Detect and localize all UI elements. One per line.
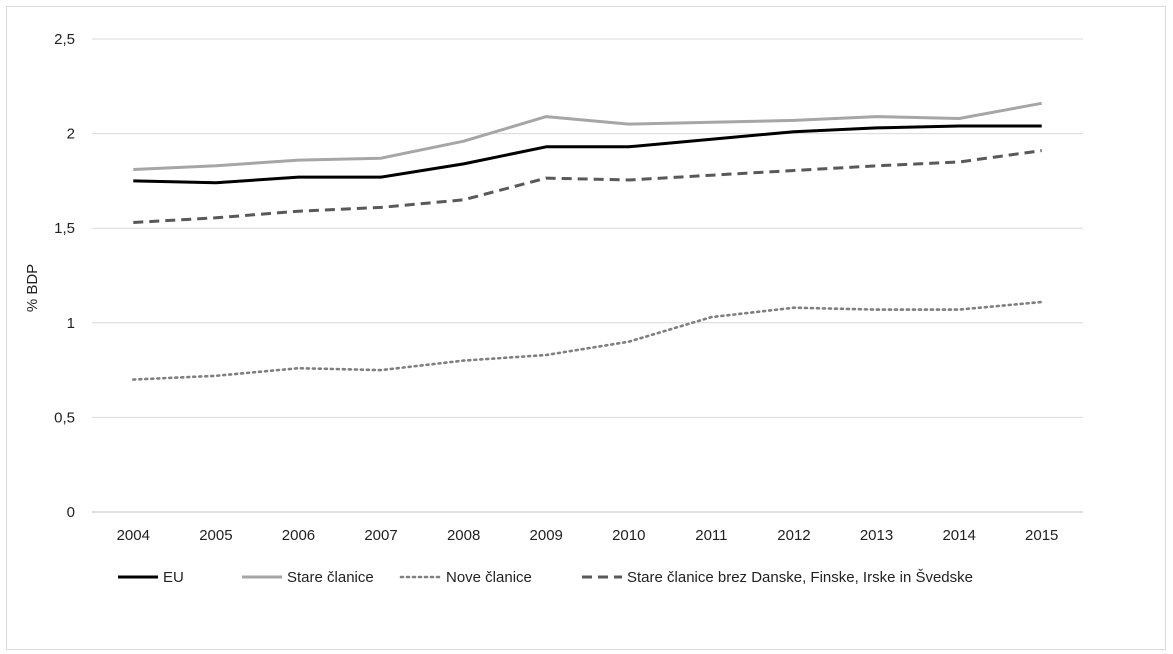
series-line-3 xyxy=(132,300,1043,381)
legend-label: Nove članice xyxy=(446,569,532,586)
x-tick-label: 2015 xyxy=(1025,527,1058,544)
x-tick-label: 2005 xyxy=(199,527,232,544)
x-axis-ticks: 2004 2005 2006 2007 2008 2009 2010 2011 2012 2013… xyxy=(117,527,1059,544)
x-tick-label: 2004 xyxy=(117,527,150,544)
y-tick-label: 1,5 xyxy=(54,220,75,237)
legend-label: EU xyxy=(163,569,184,586)
y-tick-label: 0,5 xyxy=(54,409,75,426)
x-tick-label: 2014 xyxy=(942,527,975,544)
y-tick-label: 2,5 xyxy=(54,31,75,48)
gridlines xyxy=(92,38,1083,513)
x-tick-label: 2006 xyxy=(282,527,315,544)
x-tick-label: 2010 xyxy=(612,527,645,544)
series-line-1 xyxy=(133,124,1042,185)
y-axis-ticks: 0 0,5 1 1,5 2 2,5 xyxy=(54,31,75,521)
y-axis-label: % BDP xyxy=(24,264,41,312)
x-tick-label: 2009 xyxy=(530,527,563,544)
legend-label: Stare članice brez Danske, Finske, Irske… xyxy=(627,569,973,586)
y-tick-label: 2 xyxy=(67,126,75,143)
series-line-2 xyxy=(133,101,1042,171)
chart-frame xyxy=(6,6,1166,650)
legend-label: Stare članice xyxy=(287,569,374,586)
series-lines xyxy=(132,101,1043,381)
x-tick-label: 2008 xyxy=(447,527,480,544)
x-tick-label: 2007 xyxy=(364,527,397,544)
legend: EU Stare članice Nove članice Stare članice… xyxy=(118,569,973,586)
x-tick-label: 2011 xyxy=(695,527,727,544)
y-tick-label: 1 xyxy=(67,315,75,332)
x-tick-label: 2012 xyxy=(777,527,810,544)
y-tick-label: 0 xyxy=(67,504,75,521)
series-line-4 xyxy=(133,149,1042,224)
x-tick-label: 2013 xyxy=(860,527,893,544)
